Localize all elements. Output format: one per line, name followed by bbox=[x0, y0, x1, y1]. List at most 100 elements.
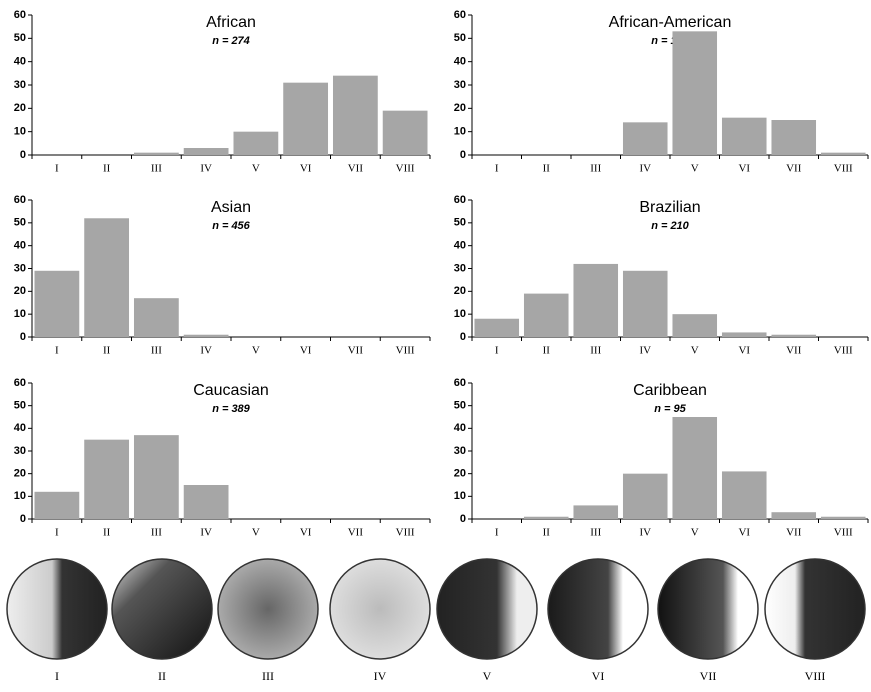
y-tick-label: 0 bbox=[20, 513, 26, 525]
y-tick-label: 50 bbox=[454, 32, 466, 44]
y-tick-label: 20 bbox=[14, 468, 26, 480]
y-tick-label: 50 bbox=[14, 400, 26, 412]
y-tick-label: 10 bbox=[14, 490, 26, 502]
y-tick-label: 20 bbox=[14, 102, 26, 114]
y-tick-label: 60 bbox=[454, 9, 466, 21]
x-tick-label: III bbox=[590, 527, 601, 539]
bar bbox=[622, 122, 668, 155]
y-tick-label: 60 bbox=[454, 194, 466, 206]
bar bbox=[523, 516, 569, 519]
y-tick-label: 10 bbox=[454, 490, 466, 502]
x-tick-label: V bbox=[691, 345, 699, 357]
hair-image bbox=[217, 558, 319, 660]
y-tick-label: 0 bbox=[460, 513, 466, 525]
y-tick-label: 0 bbox=[460, 149, 466, 161]
x-tick-label: I bbox=[55, 163, 59, 175]
hair-image bbox=[547, 558, 649, 660]
bar bbox=[133, 152, 179, 155]
x-tick-label: I bbox=[55, 345, 59, 357]
chart-subtitle: n = 210 bbox=[651, 220, 689, 232]
y-tick-label: 50 bbox=[454, 400, 466, 412]
x-tick-label: VII bbox=[786, 345, 802, 357]
y-tick-label: 50 bbox=[14, 32, 26, 44]
bar bbox=[183, 334, 229, 337]
bar bbox=[34, 491, 80, 519]
y-tick-label: 30 bbox=[14, 79, 26, 91]
bar bbox=[771, 334, 817, 337]
hair-type-label: II bbox=[158, 669, 166, 683]
hair-image bbox=[329, 558, 431, 660]
y-tick-label: 40 bbox=[14, 240, 26, 252]
bar bbox=[183, 148, 229, 155]
hair-image bbox=[657, 558, 759, 660]
x-tick-label: VI bbox=[300, 163, 312, 175]
chart-title: Caucasian bbox=[193, 382, 269, 399]
x-tick-label: VII bbox=[348, 163, 364, 175]
y-tick-label: 10 bbox=[454, 308, 466, 320]
bar bbox=[622, 473, 668, 519]
hair-type-label: VII bbox=[700, 669, 717, 683]
x-tick-label: IV bbox=[200, 163, 212, 175]
x-tick-label: I bbox=[55, 527, 59, 539]
hair-type-label: V bbox=[483, 669, 492, 683]
chart-title: Asian bbox=[211, 199, 251, 216]
hair-type-label: I bbox=[55, 669, 59, 683]
y-tick-label: 40 bbox=[454, 422, 466, 434]
x-tick-label: IV bbox=[200, 345, 212, 357]
bar bbox=[672, 314, 718, 337]
x-tick-label: III bbox=[590, 345, 601, 357]
x-tick-label: V bbox=[691, 527, 699, 539]
x-tick-label: IV bbox=[639, 163, 651, 175]
y-tick-label: 20 bbox=[454, 285, 466, 297]
hair-image bbox=[764, 558, 866, 660]
bar bbox=[283, 82, 329, 155]
bar bbox=[820, 516, 866, 519]
y-tick-label: 60 bbox=[14, 9, 26, 21]
x-tick-label: VII bbox=[348, 345, 364, 357]
bar bbox=[721, 332, 767, 337]
hair-image bbox=[6, 558, 108, 660]
hair-image bbox=[436, 558, 538, 660]
x-tick-label: III bbox=[151, 163, 162, 175]
x-tick-label: VII bbox=[348, 527, 364, 539]
chart-subtitle: n = 389 bbox=[212, 403, 250, 415]
y-tick-label: 20 bbox=[454, 468, 466, 480]
y-tick-label: 40 bbox=[454, 240, 466, 252]
x-tick-label: V bbox=[252, 345, 260, 357]
chart-subtitle: n = 274 bbox=[212, 35, 250, 47]
x-tick-label: VI bbox=[738, 527, 750, 539]
x-tick-label: II bbox=[543, 163, 551, 175]
y-tick-label: 50 bbox=[14, 217, 26, 229]
x-tick-label: VI bbox=[738, 345, 750, 357]
bar bbox=[382, 110, 428, 155]
y-tick-label: 20 bbox=[14, 285, 26, 297]
y-tick-label: 10 bbox=[14, 308, 26, 320]
y-tick-label: 40 bbox=[454, 56, 466, 68]
x-tick-label: VII bbox=[786, 163, 802, 175]
x-tick-label: II bbox=[103, 527, 111, 539]
y-tick-label: 40 bbox=[14, 422, 26, 434]
bar bbox=[573, 263, 619, 337]
x-tick-label: V bbox=[252, 163, 260, 175]
bar bbox=[672, 31, 718, 155]
hair-type-label: III bbox=[262, 669, 274, 683]
bar bbox=[573, 505, 619, 519]
bar bbox=[84, 218, 130, 337]
bar bbox=[84, 439, 130, 519]
bar bbox=[34, 270, 80, 337]
bar bbox=[771, 120, 817, 155]
y-tick-label: 20 bbox=[454, 102, 466, 114]
y-tick-label: 0 bbox=[20, 331, 26, 343]
x-tick-label: IV bbox=[200, 527, 212, 539]
x-tick-label: VIII bbox=[396, 345, 415, 357]
hair-type-label: VIII bbox=[805, 669, 826, 683]
y-tick-label: 60 bbox=[14, 377, 26, 389]
y-tick-label: 60 bbox=[454, 377, 466, 389]
bar bbox=[474, 318, 520, 337]
hair-image bbox=[111, 558, 213, 660]
x-tick-label: VI bbox=[300, 345, 312, 357]
y-tick-label: 0 bbox=[20, 149, 26, 161]
chart-title: Brazilian bbox=[639, 199, 700, 216]
hair-images bbox=[6, 558, 866, 660]
